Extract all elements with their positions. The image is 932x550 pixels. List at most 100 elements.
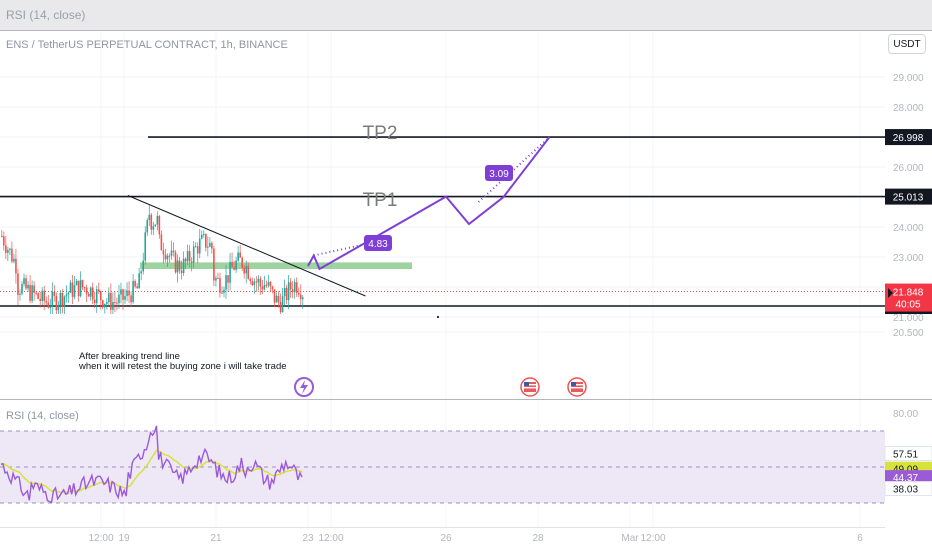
lightning-event-icon[interactable]	[294, 377, 314, 397]
candle[interactable]	[267, 274, 270, 288]
candle[interactable]	[265, 280, 268, 288]
scroll-right-arrow-icon[interactable]	[888, 288, 893, 298]
measure-label-1[interactable]: 4.83	[364, 235, 392, 251]
candle[interactable]	[269, 280, 272, 292]
candle[interactable]	[99, 290, 102, 310]
measure-label-2[interactable]: 3.09	[485, 165, 513, 181]
candle[interactable]	[297, 287, 300, 298]
candle[interactable]	[106, 298, 108, 310]
candle[interactable]	[59, 290, 62, 314]
candle[interactable]	[53, 285, 56, 302]
candle[interactable]	[257, 275, 260, 291]
candle[interactable]	[69, 279, 72, 294]
candle[interactable]	[223, 286, 225, 298]
candle[interactable]	[11, 241, 13, 264]
candle[interactable]	[45, 296, 48, 306]
candle[interactable]	[104, 303, 106, 314]
candle[interactable]	[79, 271, 82, 298]
candle[interactable]	[299, 284, 302, 306]
candle[interactable]	[221, 286, 223, 294]
candle[interactable]	[83, 286, 86, 292]
candle[interactable]	[263, 275, 266, 291]
candle[interactable]	[162, 242, 165, 264]
candle[interactable]	[235, 256, 237, 273]
candle[interactable]	[85, 284, 88, 303]
candle[interactable]	[128, 281, 130, 304]
candle[interactable]	[93, 291, 96, 308]
candle[interactable]	[61, 289, 64, 314]
candle[interactable]	[164, 248, 167, 263]
candle[interactable]	[249, 277, 252, 285]
price-axis[interactable]: 20.50021.00022.00023.00024.00025.00026.0…	[885, 73, 932, 339]
us-flag-event-icon[interactable]	[520, 377, 540, 397]
candle[interactable]	[29, 275, 31, 304]
candle[interactable]	[237, 246, 239, 263]
candle[interactable]	[73, 276, 76, 300]
candle[interactable]	[55, 292, 58, 314]
candle[interactable]	[132, 274, 134, 304]
candle[interactable]	[176, 254, 179, 283]
candle[interactable]	[67, 291, 70, 303]
candle[interactable]	[229, 253, 231, 291]
candle[interactable]	[198, 228, 201, 259]
candle[interactable]	[239, 245, 241, 258]
currency-button[interactable]: USDT	[888, 34, 926, 54]
candle[interactable]	[71, 275, 74, 305]
candle[interactable]	[75, 279, 78, 286]
candle[interactable]	[213, 246, 215, 286]
candle[interactable]	[166, 253, 169, 268]
candle[interactable]	[31, 280, 33, 304]
candle[interactable]	[190, 257, 193, 272]
candle[interactable]	[43, 286, 46, 310]
candle[interactable]	[291, 280, 294, 299]
candle[interactable]	[39, 291, 41, 308]
candle[interactable]	[259, 276, 262, 295]
candle[interactable]	[251, 277, 254, 287]
candle[interactable]	[281, 288, 284, 313]
candle[interactable]	[47, 294, 50, 309]
candle[interactable]	[148, 205, 151, 227]
candle[interactable]	[231, 252, 233, 268]
candle[interactable]	[271, 285, 274, 294]
candle[interactable]	[142, 252, 144, 275]
candle[interactable]	[15, 248, 17, 284]
candles[interactable]	[1, 205, 304, 314]
candle[interactable]	[200, 230, 203, 240]
candle[interactable]	[21, 281, 23, 296]
candle[interactable]	[1, 230, 3, 238]
candle[interactable]	[77, 280, 80, 302]
rsi-pane[interactable]: RSI (14, close)	[0, 410, 885, 504]
candle[interactable]	[25, 274, 27, 291]
candle[interactable]	[108, 287, 110, 307]
candle[interactable]	[194, 242, 197, 248]
candle[interactable]	[196, 242, 199, 264]
candle[interactable]	[253, 278, 256, 294]
candle[interactable]	[49, 298, 52, 314]
horizontal-levels[interactable]	[0, 136, 885, 307]
buy-zone[interactable]	[140, 262, 412, 269]
candle[interactable]	[172, 242, 175, 257]
candle[interactable]	[116, 297, 118, 311]
candle[interactable]	[178, 256, 181, 275]
candle[interactable]	[285, 284, 288, 305]
candle[interactable]	[243, 264, 245, 279]
candle[interactable]	[136, 283, 138, 289]
candle[interactable]	[17, 268, 19, 306]
candle[interactable]	[174, 249, 177, 274]
candle[interactable]	[120, 282, 122, 304]
candle[interactable]	[219, 272, 221, 298]
candle[interactable]	[124, 289, 126, 304]
candle[interactable]	[9, 247, 11, 256]
candle[interactable]	[37, 292, 39, 300]
candle[interactable]	[7, 246, 9, 262]
rsi-line[interactable]	[0, 425, 303, 504]
candle[interactable]	[293, 278, 296, 299]
candle[interactable]	[130, 291, 132, 308]
candle[interactable]	[89, 286, 92, 301]
candle[interactable]	[261, 280, 264, 294]
candle[interactable]	[102, 299, 104, 310]
candle[interactable]	[211, 241, 213, 254]
candle[interactable]	[170, 240, 173, 260]
candle[interactable]	[134, 279, 136, 289]
